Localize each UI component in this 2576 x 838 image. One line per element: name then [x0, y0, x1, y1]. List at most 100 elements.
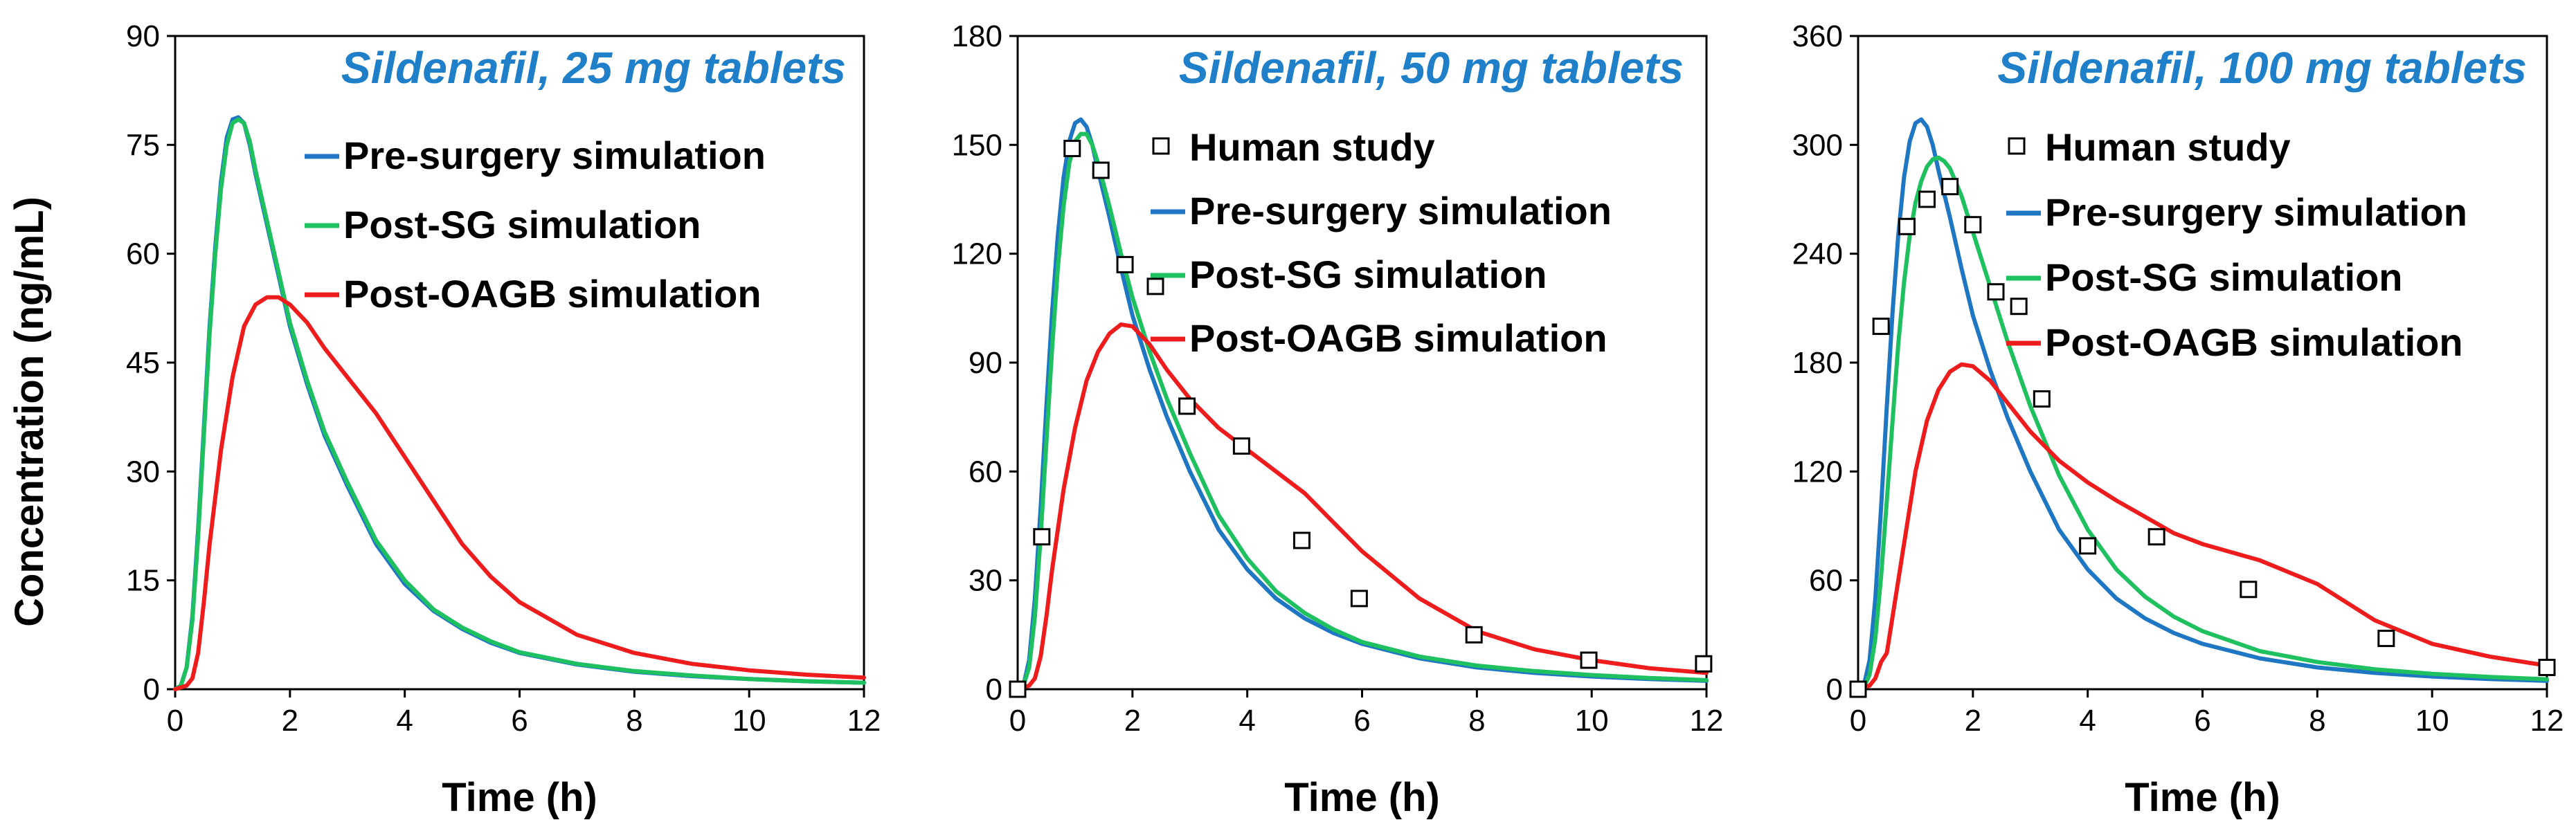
series-line-oagb	[1016, 322, 1709, 691]
series-line-oagb	[173, 295, 866, 691]
human-study-point	[1849, 680, 1867, 698]
series-line-oagb	[1856, 362, 2549, 691]
y-tick-label: 90	[126, 19, 160, 53]
legend-label-oagb: Post-OAGB simulation	[1189, 316, 1607, 360]
human-study-point	[1292, 531, 1310, 549]
y-tick-label: 90	[969, 346, 1002, 380]
human-study-point	[2538, 659, 2556, 677]
x-tick-label: 6	[1353, 704, 1370, 738]
x-tick-label: 12	[1690, 704, 1724, 738]
y-tick-label: 180	[1792, 346, 1843, 380]
human-study-point	[2147, 528, 2165, 546]
y-tick-label: 180	[952, 19, 1002, 53]
human-study-point	[1033, 528, 1051, 546]
legend-label-human: Human study	[2045, 125, 2291, 169]
y-tick-label: 60	[969, 455, 1002, 489]
series-line-sg	[1016, 131, 1709, 691]
human-study-point	[1964, 216, 1982, 234]
legend-marker-human	[1152, 137, 1170, 155]
legend-label-human: Human study	[1189, 125, 1435, 169]
x-tick-label: 8	[1468, 704, 1485, 738]
human-study-point	[2079, 537, 2097, 555]
human-study-point	[2033, 390, 2051, 408]
legend-label-sg: Post-SG simulation	[2045, 255, 2403, 299]
y-tick-label: 120	[1792, 455, 1843, 489]
y-tick-label: 15	[126, 564, 160, 598]
y-tick-label: 60	[126, 237, 160, 271]
x-tick-label: 2	[1124, 704, 1141, 738]
human-study-point	[1092, 161, 1110, 179]
series-line-sg	[173, 117, 866, 691]
x-tick-label: 4	[396, 704, 413, 738]
x-tick-label: 8	[626, 704, 642, 738]
human-study-point	[1580, 651, 1598, 669]
x-axis-title: Time (h)	[2125, 775, 2280, 820]
y-axis-title: Concentration (ng/mL)	[7, 197, 52, 627]
y-tick-label: 30	[126, 455, 160, 489]
legend-label-sg: Post-SG simulation	[1189, 253, 1547, 296]
chart-panel-100mg: 0 60 120 180 240 300 360 0 2 4 6 8 10 12 Time (h) Silde…	[1792, 19, 2564, 820]
x-tick-label: 10	[1575, 704, 1609, 738]
y-tick-label: 0	[1826, 673, 1843, 707]
human-study-point	[2240, 581, 2258, 599]
legend-label-pre: Pre-surgery simulation	[1189, 189, 1612, 233]
y-tick-label: 120	[952, 237, 1002, 271]
x-tick-label: 10	[2415, 704, 2449, 738]
human-study-point	[1232, 437, 1250, 455]
x-tick-label: 8	[2309, 704, 2325, 738]
y-tick-label: 300	[1792, 128, 1843, 162]
x-tick-label: 2	[282, 704, 298, 738]
y-tick-label: 60	[1809, 564, 1843, 598]
human-study-point	[1987, 283, 2005, 301]
x-tick-label: 6	[511, 704, 528, 738]
series-line-sg	[1856, 155, 2549, 691]
y-tick-label: 240	[1792, 237, 1843, 271]
y-tick-label: 0	[986, 673, 1002, 707]
x-tick-label: 0	[1850, 704, 1866, 738]
series-line-pre	[1856, 117, 2549, 691]
human-study-point	[1695, 655, 1713, 673]
legend-label-sg: Post-SG simulation	[343, 203, 701, 246]
x-axis-title: Time (h)	[442, 775, 597, 820]
x-tick-label: 2	[1965, 704, 1981, 738]
x-tick-label: 4	[2079, 704, 2096, 738]
legend-label-pre: Pre-surgery simulation	[343, 134, 766, 177]
human-study-point	[1898, 217, 1916, 235]
human-study-point	[1465, 626, 1483, 644]
chart-panel-50mg: 0 30 60 90 120 150 180 0 2 4 6 8 10 12 Time (h) Sildena…	[952, 19, 1724, 820]
x-tick-label: 4	[1239, 704, 1255, 738]
human-study-point	[1146, 277, 1164, 295]
human-study-point	[1872, 318, 1890, 336]
human-study-point	[1350, 590, 1368, 608]
human-study-point	[1116, 255, 1134, 273]
x-axis-title: Time (h)	[1284, 775, 1440, 820]
panel-title: Sildenafil, 25 mg tablets	[341, 43, 846, 93]
y-tick-label: 150	[952, 128, 1002, 162]
y-tick-label: 360	[1792, 19, 1843, 53]
panel-title: Sildenafil, 100 mg tablets	[1997, 43, 2527, 93]
human-study-point	[1063, 140, 1081, 158]
chart-panel-25mg: 0 15 30 45 60 75 90 0 2 4 6 8 10 12 Time (h) Sildenafil…	[126, 19, 881, 820]
human-study-point	[2010, 298, 2028, 316]
legend-marker-human	[2008, 137, 2026, 155]
legend-label-oagb: Post-OAGB simulation	[343, 272, 762, 316]
x-tick-label: 0	[167, 704, 183, 738]
legend-label-pre: Pre-surgery simulation	[2045, 190, 2467, 234]
y-tick-label: 30	[969, 564, 1002, 598]
y-tick-label: 0	[143, 673, 160, 707]
human-study-point	[1009, 680, 1027, 698]
human-study-point	[1918, 190, 1936, 208]
human-study-point	[2377, 630, 2395, 648]
panel-title: Sildenafil, 50 mg tablets	[1179, 43, 1684, 93]
human-study-point	[1941, 178, 1959, 196]
x-tick-label: 12	[847, 704, 881, 738]
legend-label-oagb: Post-OAGB simulation	[2045, 320, 2463, 364]
x-tick-label: 6	[2194, 704, 2210, 738]
x-tick-label: 12	[2530, 704, 2564, 738]
x-tick-label: 10	[732, 704, 766, 738]
y-tick-label: 75	[126, 128, 160, 162]
human-study-point	[1178, 397, 1196, 415]
x-tick-label: 0	[1009, 704, 1026, 738]
y-tick-label: 45	[126, 346, 160, 380]
